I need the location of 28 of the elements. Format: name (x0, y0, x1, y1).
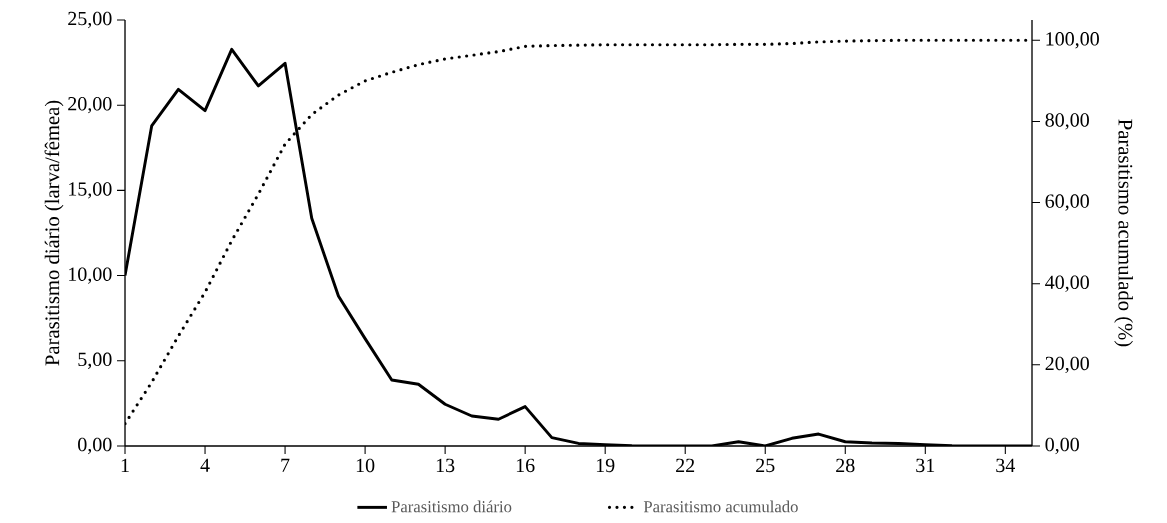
y-tick-label: 15,00 (69, 182, 112, 199)
x-tick-label: 19 (596, 458, 615, 473)
x-tick-label: 13 (436, 458, 455, 473)
y2-tick-label: 60,00 (1045, 194, 1089, 211)
x-tick-label: 7 (281, 458, 290, 472)
x-tick-label: 25 (756, 458, 775, 473)
x-tick-label: 28 (836, 458, 855, 473)
y2-tick-label: 0,00 (1045, 437, 1079, 455)
y-tick-label: 20,00 (68, 97, 112, 114)
y2-tick-label: 100,00 (1046, 32, 1099, 49)
x-tick-label: 31 (916, 458, 935, 473)
y2-tick-label: 80,00 (1045, 113, 1089, 130)
y-tick-label: 5,00 (78, 352, 112, 369)
y2-tick-label: 40,00 (1045, 275, 1089, 292)
x-tick-label: 22 (676, 458, 695, 472)
y-tick-label: 10,00 (69, 267, 112, 284)
legend-label: Parasitismo diário (391, 500, 512, 513)
y-tick-label: 0,00 (78, 437, 112, 455)
legend-label: Parasitismo acumulado (643, 500, 798, 513)
y2-tick-label: 20,00 (1045, 356, 1089, 374)
y2-axis-title: Parasitismo acumulado (%) (1114, 119, 1133, 347)
x-tick-label: 4 (200, 458, 210, 472)
x-tick-label: 16 (516, 458, 535, 473)
y-axis-title: Parasitismo diário (larva/fêmea) (44, 100, 64, 366)
y-tick-label: 25,00 (68, 11, 112, 29)
x-tick-label: 10 (356, 458, 375, 473)
x-tick-label: 1 (121, 458, 129, 472)
x-tick-label: 34 (996, 458, 1016, 473)
